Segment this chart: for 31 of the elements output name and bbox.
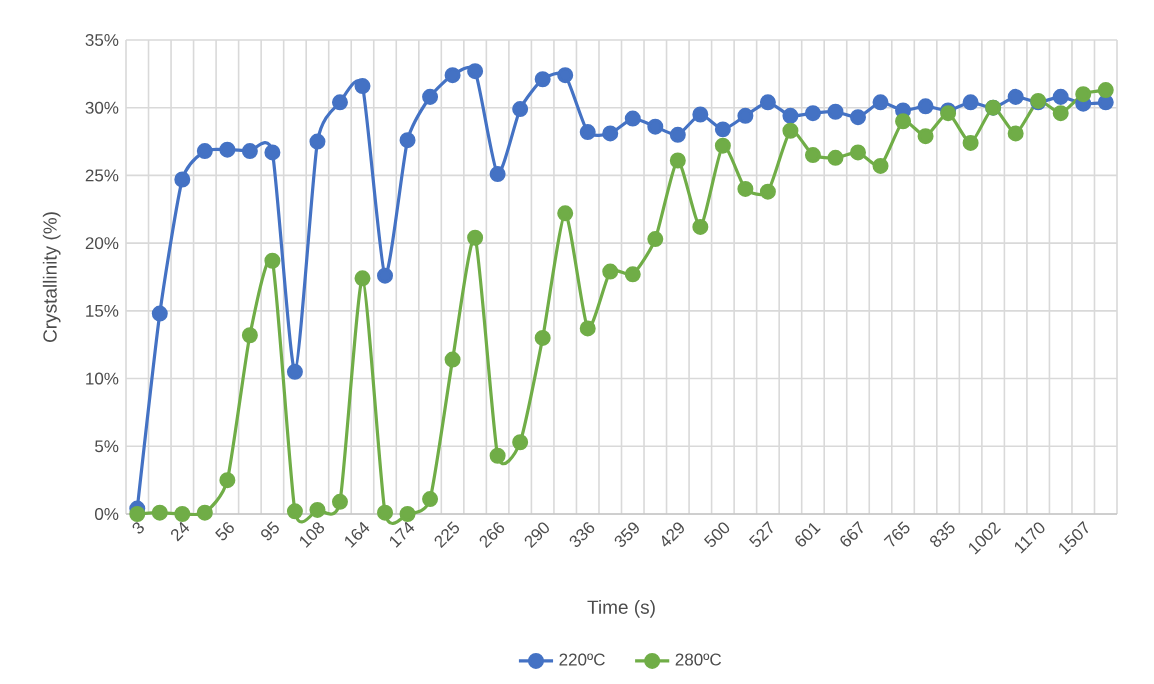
y-tick-label: 5% (95, 440, 119, 453)
x-tick-label: 225 (434, 521, 460, 549)
x-tick-label: 765 (883, 521, 910, 547)
y-axis-title: Crystallinity (%) (42, 212, 61, 342)
x-tick-label: 527 (748, 520, 773, 547)
y-tick-label: 20% (85, 237, 119, 250)
x-tick-label: 24 (171, 521, 190, 542)
x-tick-label: 95 (261, 521, 279, 541)
y-tick-label: 35% (85, 33, 119, 46)
legend-label: 220ºC (559, 653, 605, 666)
x-tick-label: 174 (389, 521, 415, 548)
x-tick-label: 359 (614, 522, 639, 547)
y-tick-label: 30% (85, 101, 119, 114)
x-tick-label: 601 (795, 522, 821, 547)
x-tick-label: 500 (703, 522, 730, 547)
x-tick-label: 290 (524, 522, 549, 549)
y-tick-label: 25% (85, 169, 119, 182)
x-tick-label: 164 (345, 521, 370, 548)
legend-label: 280ºC (675, 653, 722, 666)
y-tick-label: 0% (95, 507, 119, 521)
x-tick-label: 667 (840, 520, 863, 547)
x-tick-label: 56 (215, 522, 234, 541)
x-tick-label: 108 (300, 522, 325, 548)
x-tick-label: 3 (132, 522, 144, 534)
y-tick-label: 15% (86, 304, 119, 317)
y-tick-label: 10% (86, 372, 119, 385)
x-tick-label: 336 (569, 522, 595, 547)
x-tick-label: 266 (479, 522, 505, 549)
x-tick-label: 429 (661, 522, 684, 547)
x-tick-label: 835 (930, 521, 955, 547)
x-axis-title: Time (s) (587, 599, 655, 618)
